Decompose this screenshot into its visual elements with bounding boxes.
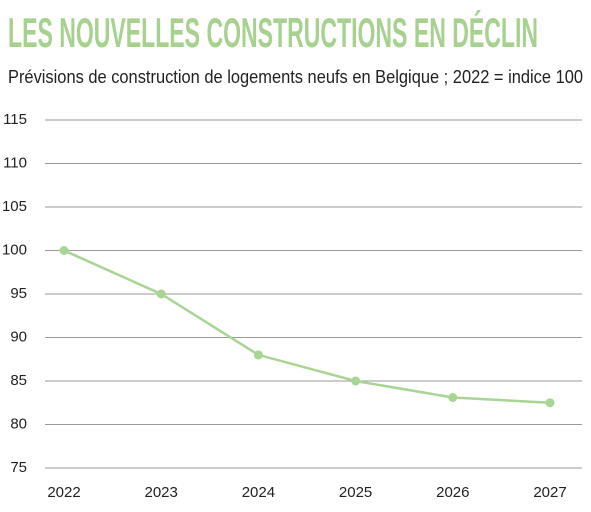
y-tick-label: 105 [2,198,27,215]
chart-subtitle: Prévisions de construction de logements … [8,67,583,87]
x-tick-label: 2026 [436,484,469,501]
x-tick-label: 2024 [242,484,275,501]
y-tick-label: 110 [3,154,27,171]
chart-title: LES NOUVELLES CONSTRUCTIONS EN DÉCLIN [8,9,538,56]
point [253,350,263,360]
point [59,246,69,255]
y-tick-label: 100 [2,241,27,258]
y-tick-label: 75 [10,459,27,476]
x-tick-label: 2027 [533,484,566,501]
x-tick-label: 2022 [47,484,80,501]
y-tick-label: 85 [10,372,27,389]
y-tick-label: 95 [10,285,27,302]
line [63,249,551,404]
x-tick-label: 2023 [145,484,178,501]
point [545,398,555,408]
point [156,289,166,299]
point [351,376,361,386]
x-tick-label: 2025 [339,484,372,501]
y-tick-label: 90 [10,328,27,345]
point [448,393,458,403]
y-tick-label: 80 [10,415,27,432]
y-tick-label: 115 [3,111,27,128]
